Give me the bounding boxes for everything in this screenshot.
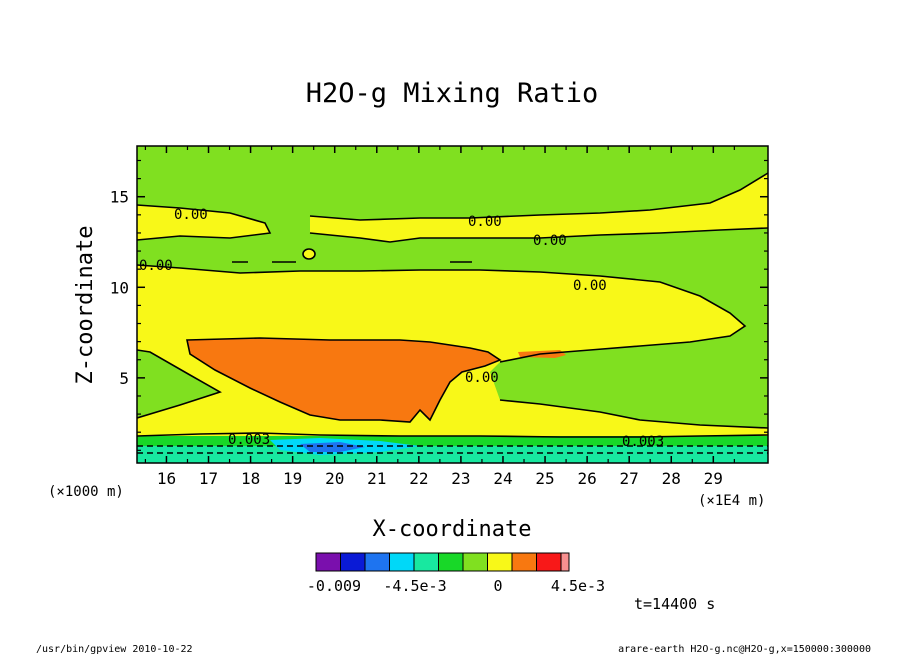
contour-lines xyxy=(137,172,768,454)
contour-label: 0.003 xyxy=(622,434,664,450)
contour-line xyxy=(137,264,747,363)
colorbar-swatch xyxy=(340,552,366,572)
x-unit-right: (×1E4 m) xyxy=(698,493,765,509)
x-unit-left: (×1000 m) xyxy=(48,484,124,500)
x-tick-label: 24 xyxy=(493,469,512,488)
colorbar-label: 0 xyxy=(493,577,502,595)
colorbar-swatch xyxy=(413,552,439,572)
colorbar-swatch xyxy=(315,552,341,572)
colorbar-swatch xyxy=(487,552,513,572)
colorbar-swatch xyxy=(364,552,390,572)
yellow-blob xyxy=(303,249,315,259)
teal-stripe xyxy=(137,446,768,463)
contour-line xyxy=(137,349,222,419)
y-tick-label: 10 xyxy=(110,278,129,297)
contour-label: 0.00 xyxy=(573,278,607,294)
x-tick-label: 27 xyxy=(620,469,639,488)
contour-line xyxy=(309,172,768,221)
contour-label: 0.003 xyxy=(228,432,270,448)
colorbar-label: -0.009 xyxy=(307,577,361,595)
x-tick-label: 29 xyxy=(704,469,723,488)
colorbar-swatch xyxy=(511,552,537,572)
x-tick-label: 28 xyxy=(662,469,681,488)
time-label: t=14400 s xyxy=(634,595,715,613)
colorbar-label: 4.5e-3 xyxy=(551,577,605,595)
x-tick-label: 22 xyxy=(409,469,428,488)
contour-labels: 0.00 0.00 0.00 0.00 0.00 0.00 0.003 0.003 xyxy=(139,207,664,450)
x-axis-label: X-coordinate xyxy=(373,517,532,542)
y-axis-ticks: 5 10 15 xyxy=(110,159,768,451)
blue-patch xyxy=(300,442,365,452)
plot-area: 0.00 0.00 0.00 0.00 0.00 0.00 0.003 0.003 xyxy=(137,146,768,463)
colorbar-swatch xyxy=(536,552,562,572)
contour-line xyxy=(302,248,316,260)
yellow-band-upper-left xyxy=(137,205,270,240)
x-tick-label: 23 xyxy=(451,469,470,488)
colorbar-swatch xyxy=(560,552,570,572)
contour-line xyxy=(186,337,502,423)
x-tick-label: 19 xyxy=(283,469,302,488)
footer-left: /usr/bin/gpview 2010-10-22 xyxy=(36,644,193,654)
colorbar-swatch xyxy=(438,552,464,572)
contour-label: 0.00 xyxy=(468,214,502,230)
x-tick-label: 20 xyxy=(325,469,344,488)
plot-frame xyxy=(136,145,769,464)
colorbar-label: -4.5e-3 xyxy=(383,577,446,595)
colorbar-labels: -0.009 -4.5e-3 0 4.5e-3 xyxy=(307,577,605,595)
contour-label: 0.00 xyxy=(139,258,173,274)
chart-title: H2O-g Mixing Ratio xyxy=(306,78,599,109)
contour-label: 0.00 xyxy=(533,233,567,249)
x-tick-label: 18 xyxy=(241,469,260,488)
y-tick-label: 5 xyxy=(119,369,129,388)
footer-right: arare-earth_H2O-g.nc@H2O-g,x=150000:3000… xyxy=(618,644,871,654)
y-axis-label: Z-coordinate xyxy=(73,226,98,385)
orange-region xyxy=(187,338,500,422)
contour-line xyxy=(137,204,272,241)
x-tick-label: 21 xyxy=(367,469,386,488)
contour-label: 0.00 xyxy=(174,207,208,223)
y-tick-label: 15 xyxy=(110,188,129,207)
contour-line xyxy=(499,399,768,429)
colorbar xyxy=(315,552,570,572)
x-tick-label: 26 xyxy=(577,469,596,488)
x-tick-label: 17 xyxy=(199,469,218,488)
yellow-band-upper-right xyxy=(310,173,768,242)
green-stripe xyxy=(137,436,768,446)
x-tick-label: 25 xyxy=(535,469,554,488)
x-axis-ticks: 16 17 18 19 20 21 22 23 24 25 26 27 28 29 xyxy=(144,146,735,488)
contour-line xyxy=(137,432,768,438)
contour-label: 0.00 xyxy=(465,370,499,386)
x-tick-label: 16 xyxy=(157,469,176,488)
contour-line xyxy=(309,227,768,243)
colorbar-swatch xyxy=(462,552,488,572)
colorbar-swatch xyxy=(389,552,415,572)
